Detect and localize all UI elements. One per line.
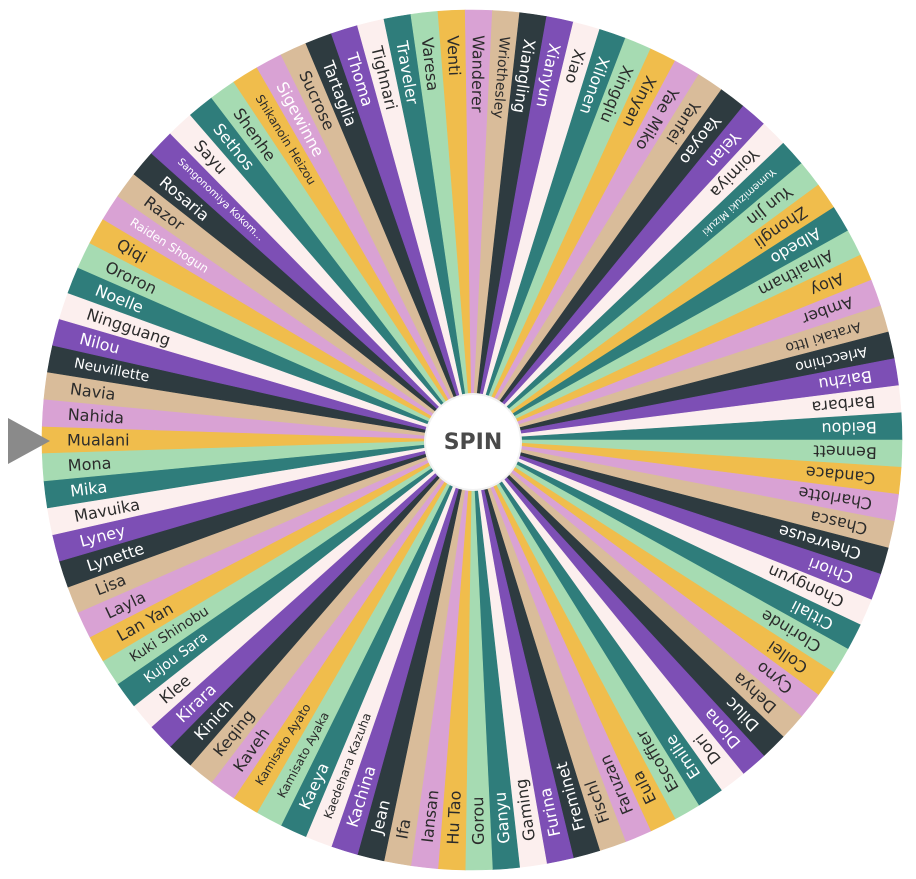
- wheel-entry-label: Mika: [69, 477, 108, 501]
- wheel-entry-label: Hu Tao: [443, 790, 465, 845]
- wheel-entry-label: Wriothesley: [490, 36, 512, 119]
- wheel-entry-label: Wanderer: [468, 35, 488, 113]
- wheel-entry-label: Bennett: [813, 441, 877, 462]
- wheel-entry-label: Ganyu: [491, 791, 514, 844]
- wheel-entry-label: Ifa: [392, 817, 414, 840]
- wheel-entry-label: Venti: [443, 35, 464, 76]
- wheel-entry-label: Mualani: [67, 431, 130, 450]
- wheel-entry-label: Nahida: [67, 405, 124, 428]
- spin-button[interactable]: SPIN: [426, 395, 520, 489]
- wheel-labels: MualaniNahidaNaviaNeuvilletteNilouNinggu…: [67, 35, 877, 845]
- wheel-entry-label: Mona: [67, 453, 112, 475]
- wheel-pointer-arrow: [8, 418, 50, 464]
- wheel-entry-label: Gorou: [468, 796, 488, 845]
- wheel-segments: [41, 9, 903, 871]
- wheel-entry-label: Beidou: [821, 418, 877, 439]
